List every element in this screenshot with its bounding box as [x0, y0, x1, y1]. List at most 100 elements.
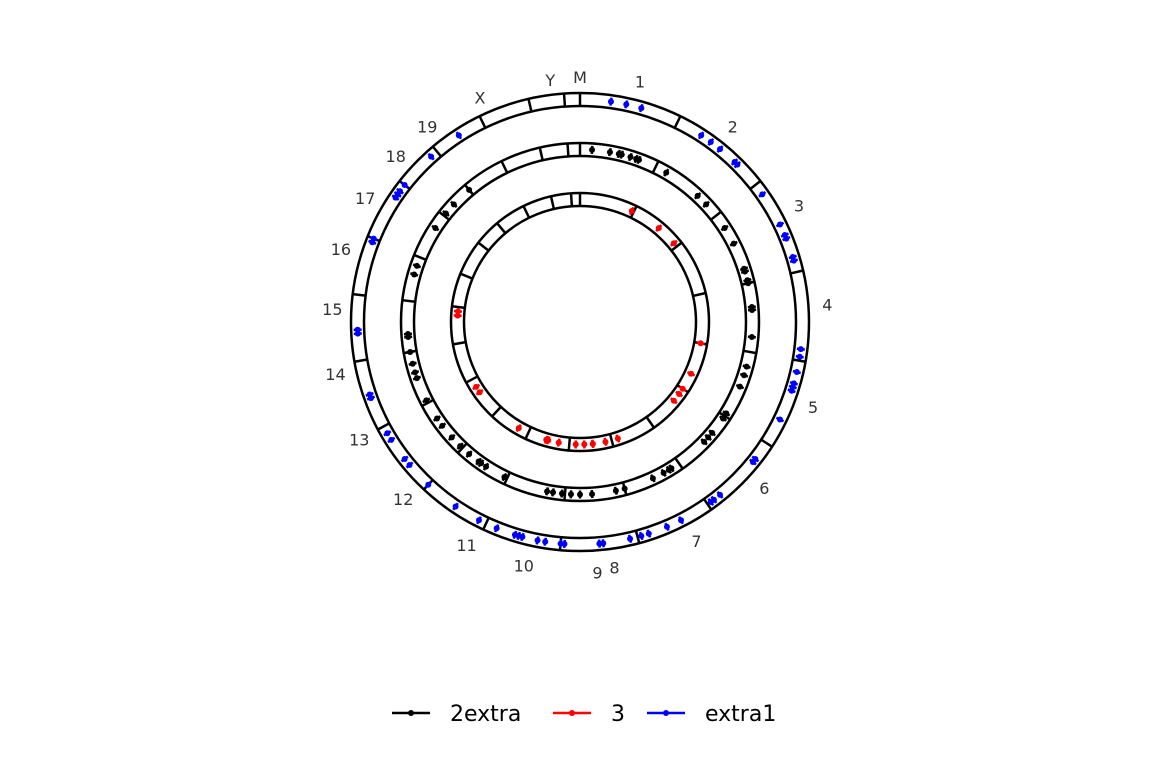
tick-extra1-2 [749, 180, 762, 191]
chromosome-label-4: 4 [822, 296, 832, 315]
chromosome-label-19: 19 [417, 118, 437, 137]
point-2extra-6 [635, 156, 642, 163]
point-2extra-38 [544, 488, 551, 495]
point-2extra-28 [665, 466, 672, 473]
chromosome-label-3: 3 [794, 197, 804, 216]
point-extra1-0 [607, 98, 614, 105]
point-2extra-33 [589, 491, 596, 498]
chromosome-label-Y: Y [544, 71, 555, 90]
legend-dot-3 [569, 710, 575, 716]
point-2extra-32 [612, 487, 619, 494]
point-2extra-58 [442, 210, 449, 217]
point-extra1-3 [698, 132, 705, 139]
point-extra1-42 [452, 503, 459, 510]
point-2extra-13 [741, 268, 748, 275]
point-3-13 [572, 441, 579, 448]
point-extra1-5 [717, 146, 724, 153]
point-2extra-22 [723, 410, 730, 417]
legend: 2extra 3 extra1 [392, 702, 776, 727]
point-2extra-30 [649, 475, 656, 482]
point-2extra-17 [749, 306, 756, 313]
point-3-7 [670, 397, 677, 404]
point-extra1-34 [557, 540, 564, 547]
point-extra1-20 [776, 416, 783, 423]
tick-2extra-9 [503, 471, 511, 485]
point-extra1-40 [493, 525, 500, 532]
ring-3-inner [462, 204, 698, 440]
chromosome-label-12: 12 [393, 490, 413, 509]
point-3-9 [602, 438, 609, 445]
chromosome-label-5: 5 [808, 398, 818, 417]
point-3-3 [697, 340, 704, 347]
point-3-4 [688, 370, 695, 377]
point-extra1-8 [759, 191, 766, 198]
tick-3-15 [477, 241, 490, 252]
point-extra1-51 [354, 326, 361, 333]
point-extra1-32 [596, 540, 603, 547]
point-2extra-11 [730, 240, 737, 247]
tick-extra1-16 [431, 145, 443, 158]
chromosome-label-17: 17 [355, 189, 375, 208]
tick-3-8 [567, 437, 572, 451]
point-2extra-39 [501, 474, 508, 481]
chromosome-label-9: 9 [592, 563, 602, 582]
point-2extra-23 [720, 415, 727, 422]
point-2extra-10 [721, 225, 728, 232]
point-extra1-4 [707, 138, 714, 145]
point-extra1-28 [645, 530, 652, 537]
point-2extra-31 [621, 485, 628, 492]
legend-label-extra1: extra1 [705, 702, 776, 727]
chromosome-label-1: 1 [635, 72, 645, 91]
point-extra1-14 [797, 346, 804, 353]
tick-3-6 [645, 416, 656, 429]
point-2extra-21 [736, 383, 743, 390]
point-extra1-47 [384, 430, 391, 437]
point-extra1-39 [511, 531, 518, 538]
point-2extra-44 [457, 443, 464, 450]
point-extra1-1 [623, 101, 630, 108]
point-2extra-4 [627, 154, 634, 161]
chromosome-label-8: 8 [609, 559, 619, 578]
tick-3-17 [522, 205, 531, 219]
point-2extra-24 [709, 429, 716, 436]
legend-dot-extra1 [663, 710, 669, 716]
chromosome-label-15: 15 [322, 300, 342, 319]
tick-2extra-17 [500, 160, 509, 174]
point-2extra-59 [450, 201, 457, 208]
chromosome-label-2: 2 [728, 118, 738, 137]
point-extra1-57 [401, 182, 408, 189]
ring-extra1-outer [349, 91, 811, 553]
tick-3-11 [465, 375, 479, 384]
tick-3-16 [496, 222, 507, 234]
tick-extra1-3 [790, 269, 804, 275]
tick-extra1-18 [527, 98, 533, 112]
tick-extra1-11 [377, 422, 390, 431]
tick-2extra-10 [457, 442, 468, 454]
legend-label-3: 3 [611, 702, 625, 727]
point-extra1-49 [366, 391, 373, 398]
point-2extra-56 [413, 262, 420, 269]
point-3-19 [473, 383, 480, 390]
tick-3-7 [608, 433, 615, 447]
point-extra1-46 [388, 436, 395, 443]
tick-2extra-14 [413, 253, 427, 261]
point-3-5 [679, 385, 686, 392]
point-extra1-19 [788, 387, 795, 394]
point-extra1-35 [542, 538, 549, 545]
point-extra1-30 [627, 535, 634, 542]
chromosome-label-16: 16 [331, 240, 351, 259]
point-3-14 [555, 439, 562, 446]
point-2extra-50 [412, 369, 419, 376]
chromosome-label-14: 14 [325, 365, 345, 384]
point-extra1-15 [796, 353, 803, 360]
point-2extra-15 [745, 280, 752, 287]
point-3-16 [543, 436, 550, 443]
point-3-11 [589, 440, 596, 447]
data-marks [353, 97, 805, 549]
point-2extra-43 [466, 451, 473, 458]
point-extra1-13 [790, 257, 797, 264]
point-3-18 [476, 389, 483, 396]
tick-extra1-4 [792, 358, 806, 363]
tick-2extra-11 [421, 398, 435, 408]
